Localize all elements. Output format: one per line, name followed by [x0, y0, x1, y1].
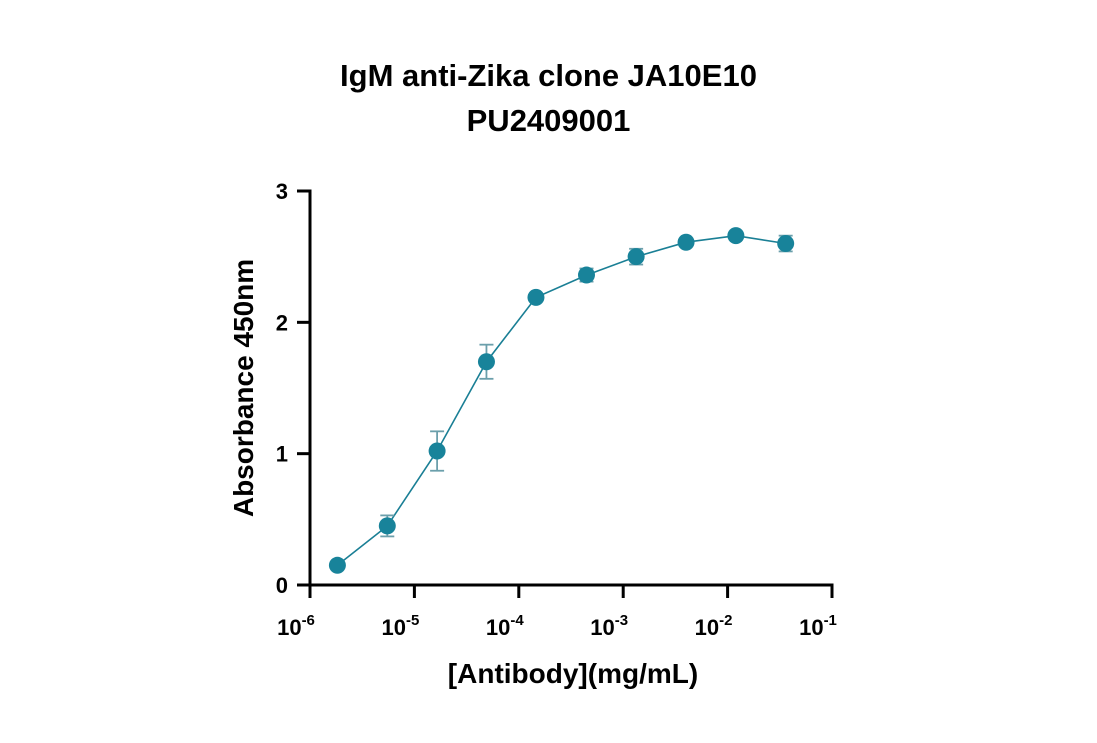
x-ticks: 10-6 10-5 10-4 10-3 10-2 10-1 [277, 585, 837, 640]
data-point-1 [378, 517, 396, 535]
x-tick-label-2: 10-4 [486, 612, 524, 640]
y-tick-label-1: 1 [276, 442, 288, 467]
series-line [336, 234, 786, 566]
data-point-5 [577, 266, 595, 284]
data-point-2 [428, 442, 446, 460]
data-point-8 [727, 227, 745, 245]
y-ticks: 0 1 2 3 [276, 179, 310, 598]
y-tick-label-2: 2 [276, 310, 288, 335]
data-point-9 [777, 235, 795, 253]
chart-title-line-1: IgM anti-Zika clone JA10E10 [340, 58, 757, 93]
x-tick-label-0: 10-6 [277, 612, 315, 640]
data-point-4 [527, 288, 545, 306]
data-points [328, 227, 795, 574]
x-tick-label-5: 10-1 [799, 612, 837, 640]
data-point-3 [477, 353, 495, 371]
x-axis-label: [Antibody](mg/mL) [448, 658, 698, 689]
x-tick-label-4: 10-2 [695, 612, 733, 640]
y-tick-label-0: 0 [276, 573, 288, 598]
x-tick-label-3: 10-3 [590, 612, 628, 640]
y-axis-label: Absorbance 450nm [228, 259, 259, 517]
x-tick-label-1: 10-5 [381, 612, 419, 640]
series [328, 227, 795, 574]
chart-title-line-2: PU2409001 [466, 103, 631, 138]
axes [308, 189, 834, 587]
y-tick-label-3: 3 [276, 179, 288, 204]
data-point-6 [627, 248, 645, 266]
data-point-0 [328, 556, 346, 574]
data-point-7 [677, 233, 695, 251]
